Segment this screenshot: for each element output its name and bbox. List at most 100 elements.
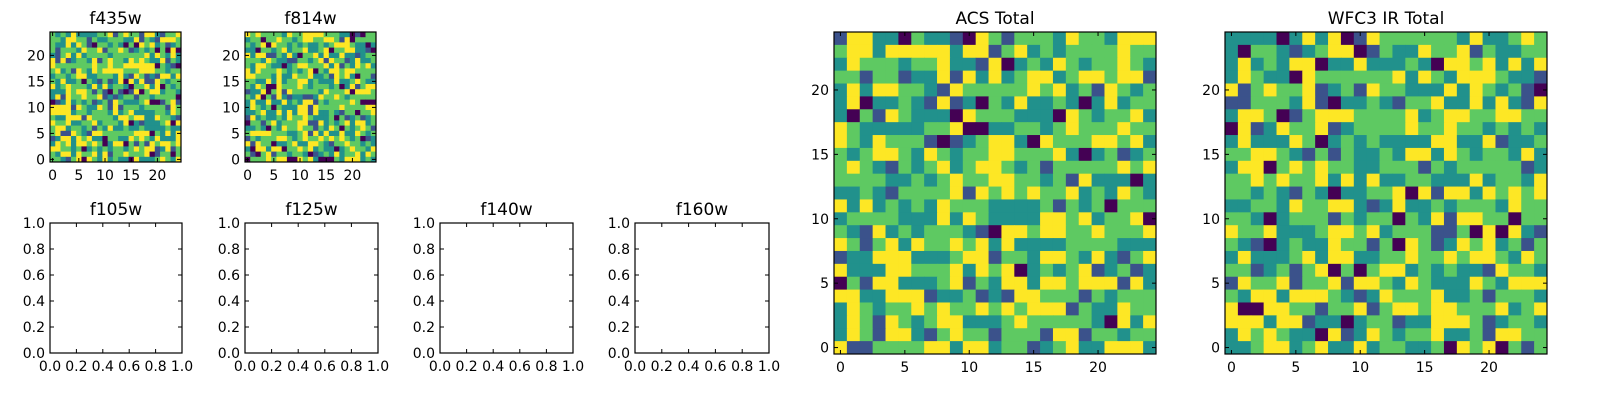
heatmap-cell	[81, 141, 88, 147]
heatmap-cell	[160, 146, 166, 153]
heatmap-cell	[962, 147, 977, 162]
heatmap-cell	[1315, 199, 1329, 213]
heatmap-cell	[1418, 341, 1432, 355]
heatmap-cell	[281, 58, 288, 64]
heatmap-cell	[1117, 315, 1131, 329]
heatmap-cell	[307, 125, 314, 132]
heatmap-cell	[1091, 147, 1105, 162]
heatmap-cell	[1340, 32, 1355, 46]
heatmap-cell	[859, 44, 874, 59]
heatmap-cell	[1469, 173, 1484, 188]
heatmap-cell	[1052, 263, 1067, 278]
heatmap-cell	[344, 78, 351, 85]
heatmap-cell	[318, 52, 325, 59]
heatmap-cell	[834, 328, 848, 342]
heatmap-cell	[1250, 315, 1265, 329]
heatmap-cell	[949, 173, 964, 188]
heatmap-cell	[271, 63, 277, 69]
heatmap-cell	[55, 84, 61, 90]
x-tick-label: 5	[269, 168, 278, 184]
heatmap-cell	[1117, 83, 1131, 97]
heatmap-cell	[846, 225, 861, 239]
heatmap-cell	[1117, 70, 1131, 85]
heatmap-cell	[165, 146, 172, 153]
x-tick-label: 0.2	[65, 359, 87, 375]
heatmap-cell	[1237, 147, 1252, 162]
heatmap-cell	[1456, 225, 1471, 239]
heatmap-cell	[60, 136, 67, 142]
heatmap-cell	[139, 42, 145, 49]
heatmap-cell	[1366, 341, 1381, 355]
heatmap-cell	[975, 57, 990, 72]
heatmap-cell	[1143, 302, 1157, 316]
heatmap-cell	[1353, 212, 1368, 226]
heatmap-cell	[112, 73, 119, 80]
heatmap-cell	[975, 32, 990, 46]
heatmap-cell	[328, 151, 335, 158]
heatmap-cell	[149, 37, 156, 43]
heatmap-cell	[1456, 289, 1471, 303]
heatmap-cell	[834, 212, 848, 226]
heatmap-cell	[307, 63, 314, 69]
heatmap-cell	[102, 151, 109, 158]
heatmap-cell	[1418, 173, 1432, 188]
heatmap-cell	[112, 78, 119, 85]
heatmap-cell	[160, 37, 166, 43]
heatmap-cell	[1340, 289, 1355, 303]
heatmap-cell	[872, 70, 887, 85]
heatmap-cell	[924, 32, 938, 46]
x-tick-label: 0.8	[144, 359, 166, 375]
heatmap-cell	[846, 96, 861, 110]
heatmap-cell	[1130, 135, 1144, 149]
heatmap-cell	[872, 225, 887, 239]
heatmap-cell	[128, 99, 135, 106]
heatmap-cell	[1302, 328, 1316, 342]
heatmap-cell	[1379, 199, 1393, 213]
heatmap-cell	[365, 136, 372, 142]
heatmap-cell	[123, 130, 130, 137]
heatmap-cell	[349, 120, 356, 127]
heatmap-cell	[255, 73, 262, 80]
heatmap-cell	[318, 47, 325, 54]
heatmap-cell	[102, 73, 109, 80]
heatmap-cell	[344, 89, 351, 95]
heatmap-cell	[1392, 44, 1406, 59]
heatmap-cell	[292, 120, 298, 127]
heatmap-cell	[1065, 225, 1080, 239]
heatmap-cell	[1469, 315, 1484, 329]
heatmap-cell	[1405, 83, 1419, 97]
heatmap-cell	[334, 58, 340, 64]
heatmap-cell	[118, 125, 124, 132]
heatmap-cell	[370, 110, 377, 116]
heatmap-cell	[97, 32, 103, 38]
heatmap-cell	[962, 122, 977, 136]
heatmap-cell	[286, 58, 293, 64]
heatmap-cell	[50, 136, 56, 142]
heatmap-cell	[1276, 289, 1290, 303]
heatmap-cell	[1495, 147, 1509, 162]
heatmap-cell	[297, 68, 304, 75]
heatmap-cell	[1065, 96, 1080, 110]
heatmap-cell	[370, 99, 377, 106]
heatmap-cell	[1302, 70, 1316, 85]
heatmap-cell	[1315, 328, 1329, 342]
heatmap-cell	[988, 83, 1002, 97]
heatmap-cell	[349, 63, 356, 69]
heatmap-cell	[1521, 263, 1535, 278]
heatmap-cell	[1289, 289, 1303, 303]
heatmap-cell	[55, 94, 61, 101]
heatmap-cell	[1405, 173, 1419, 188]
heatmap-cell	[250, 115, 256, 121]
heatmap-cell	[949, 225, 964, 239]
heatmap-cell	[885, 212, 899, 226]
heatmap-cell	[1014, 250, 1028, 265]
heatmap-cell	[1237, 328, 1252, 342]
y-tick-label: 1.0	[218, 216, 240, 232]
heatmap-cell	[872, 122, 887, 136]
heatmap-cell	[1456, 341, 1471, 355]
heatmap-cell	[339, 58, 346, 64]
heatmap-cell	[245, 136, 251, 142]
heatmap-cell	[370, 115, 377, 121]
heatmap-cell	[1237, 250, 1252, 265]
heatmap-cell	[323, 110, 330, 116]
